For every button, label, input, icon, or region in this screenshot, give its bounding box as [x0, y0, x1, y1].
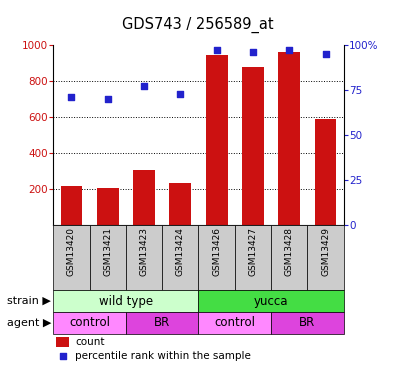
Text: agent ▶: agent ▶: [7, 318, 51, 328]
Bar: [242, 67, 264, 225]
Bar: [60, 186, 83, 225]
Text: GSM13429: GSM13429: [321, 227, 330, 276]
Text: GSM13426: GSM13426: [212, 227, 221, 276]
Bar: [271, 225, 307, 290]
Bar: [97, 188, 118, 225]
Bar: [162, 225, 199, 290]
Text: strain ▶: strain ▶: [8, 296, 51, 306]
Bar: [199, 225, 235, 290]
Point: [250, 49, 256, 55]
Bar: [271, 312, 344, 334]
Point: [68, 94, 75, 100]
Text: BR: BR: [154, 316, 170, 330]
Bar: [278, 52, 300, 225]
Text: GSM13424: GSM13424: [176, 227, 185, 276]
Text: yucca: yucca: [254, 294, 288, 307]
Text: GSM13427: GSM13427: [248, 227, 258, 276]
Point: [177, 91, 184, 97]
Text: GSM13428: GSM13428: [285, 227, 294, 276]
Text: GSM13420: GSM13420: [67, 227, 76, 276]
Bar: [307, 225, 344, 290]
Bar: [126, 312, 199, 334]
Bar: [199, 312, 271, 334]
Bar: [133, 170, 155, 225]
Text: count: count: [75, 337, 105, 347]
Point: [322, 51, 329, 57]
Text: GDS743 / 256589_at: GDS743 / 256589_at: [122, 17, 273, 33]
Point: [141, 83, 147, 89]
Bar: [206, 55, 228, 225]
Bar: [235, 225, 271, 290]
Bar: [53, 312, 126, 334]
Text: control: control: [214, 316, 255, 330]
Bar: [90, 225, 126, 290]
Bar: [199, 290, 344, 312]
Bar: [53, 290, 199, 312]
Point: [286, 47, 292, 53]
Bar: [314, 119, 337, 225]
Bar: [56, 337, 69, 346]
Text: percentile rank within the sample: percentile rank within the sample: [75, 351, 251, 361]
Text: control: control: [69, 316, 110, 330]
Text: BR: BR: [299, 316, 316, 330]
Bar: [53, 225, 90, 290]
Point: [213, 47, 220, 53]
Point: [105, 96, 111, 102]
Text: GSM13423: GSM13423: [139, 227, 149, 276]
Text: wild type: wild type: [99, 294, 153, 307]
Bar: [126, 225, 162, 290]
Text: GSM13421: GSM13421: [103, 227, 112, 276]
Bar: [169, 183, 191, 225]
Point: [60, 353, 66, 359]
